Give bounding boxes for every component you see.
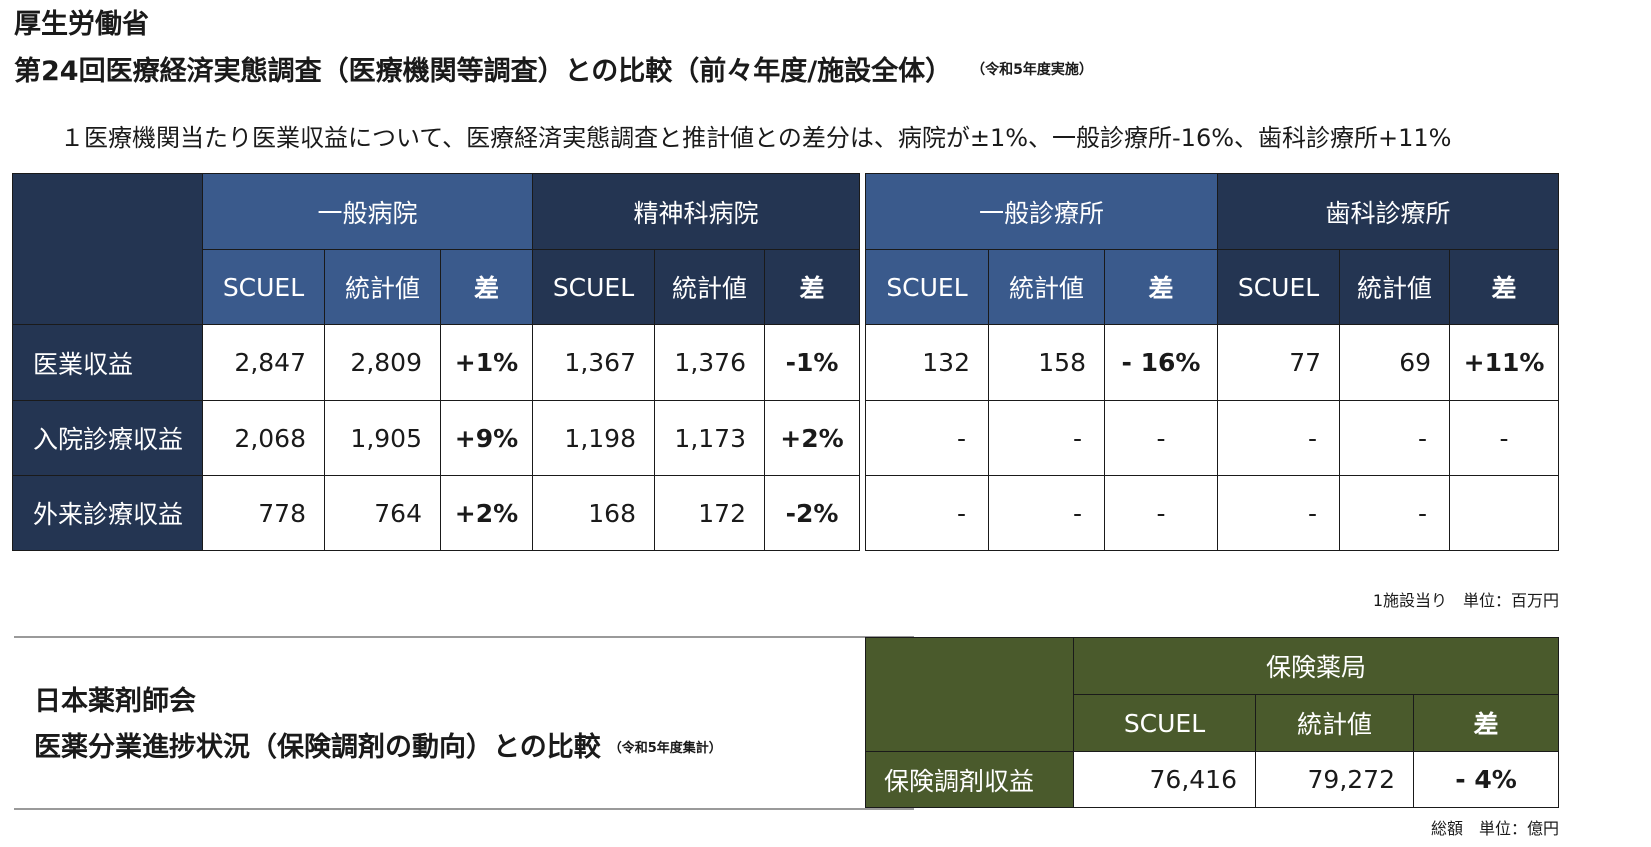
table-row: 外来診療収益 778 764 +2% 168 172 -2% [12,475,861,551]
cell-value: 168 [532,475,655,551]
subheader-scuel: SCUEL [1217,249,1341,325]
cell-diff: -1% [763,324,861,401]
cell-value: 158 [988,324,1105,401]
cell-diff: - [1103,400,1219,476]
cell-value: 2,847 [202,324,325,401]
cell-diff: +9% [440,400,533,476]
subheader-scuel: SCUEL [865,249,989,325]
cell-diff: -2% [763,475,861,551]
subheader-diff: 差 [1449,249,1560,325]
group-header-general-clinic: 一般診療所 [864,173,1219,250]
row-label: 外来診療収益 [12,475,203,551]
cell-diff: +1% [440,324,533,401]
row-label: 入院診療収益 [12,400,203,476]
cell-value: 172 [654,475,765,551]
cell-diff: +11% [1449,324,1560,401]
page-title-text: 第24回医療経済実態調査（医療機関等調査）との比較（前々年度/施設全体） [14,56,953,87]
pharmacy-comparison-table: 保険薬局 SCUEL 統計値 差 保険調剤収益 76,416 79,272 - … [865,637,1559,808]
divider-bottom [14,808,914,810]
hospital-comparison-table: 一般病院 精神科病院 SCUEL 統計値 差 SCUEL 統計値 差 医業収益 … [12,173,861,551]
unit-note-total: 総額 単位：億円 [1430,819,1559,838]
cell-value: 2,068 [202,400,325,476]
table-row: 医業収益 2,847 2,809 +1% 1,367 1,376 -1% [12,324,861,401]
cell-value: 132 [865,324,989,401]
cell-value: - [1217,400,1341,476]
table-row: 保険調剤収益 76,416 79,272 - 4% [865,751,1559,808]
ministry-label: 厚生労働省 [14,9,149,40]
group-header-pharmacy: 保険薬局 [1073,637,1559,695]
table-row: 入院診療収益 2,068 1,905 +9% 1,198 1,173 +2% [12,400,861,476]
cell-value: - [865,400,989,476]
subheader-diff: 差 [1413,694,1559,752]
corner-cell [12,173,203,325]
page-title: 第24回医療経済実態調査（医療機関等調査）との比較（前々年度/施設全体） （令和5… [14,54,1093,91]
subheader-diff: 差 [1103,249,1219,325]
survey-year-note: （令和5年度実施） [978,61,1093,78]
summary-text: １医療機関当たり医業収益について、医療経済実態調査と推計値との差分は、病院が±1… [60,124,1452,152]
cell-value: - [988,400,1105,476]
cell-diff [1449,475,1560,551]
group-header-general-hospital: 一般病院 [202,173,533,250]
cell-value: - [988,475,1105,551]
group-header-psychiatric-hospital: 精神科病院 [531,173,861,250]
cell-diff: - [1449,400,1560,476]
cell-diff: - 16% [1103,324,1219,401]
subheader-stat: 統計値 [1255,694,1414,752]
cell-value: 778 [202,475,325,551]
table-row: - - - - - [865,475,1560,551]
subheader-scuel: SCUEL [202,249,325,325]
section2-year-note: （令和5年度集計） [608,741,722,756]
group-header-dental-clinic: 歯科診療所 [1217,173,1560,250]
subheader-scuel: SCUEL [532,249,655,325]
cell-value: 1,376 [654,324,765,401]
unit-note-facility: 1施設当り 単位：百万円 [1372,591,1559,610]
subheader-stat: 統計値 [324,249,441,325]
cell-diff: +2% [763,400,861,476]
divider-top [14,636,914,638]
cell-value: - [1339,400,1451,476]
cell-value: 1,198 [532,400,655,476]
cell-value: 764 [324,475,441,551]
subheader-stat: 統計値 [654,249,765,325]
cell-diff: +2% [440,475,533,551]
table-row: - - - - - - [865,400,1560,476]
cell-value: - [1339,475,1451,551]
cell-value: 77 [1217,324,1341,401]
cell-diff: - 4% [1413,751,1559,808]
cell-value: 1,173 [654,400,765,476]
pharmacist-association-label: 日本薬剤師会 [34,686,196,717]
cell-value: - [1217,475,1341,551]
subheader-stat: 統計値 [1339,249,1451,325]
cell-value: 1,367 [532,324,655,401]
cell-value: - [865,475,989,551]
row-label: 医業収益 [12,324,203,401]
subheader-stat: 統計値 [988,249,1105,325]
clinic-comparison-table: 一般診療所 歯科診療所 SCUEL 統計値 差 SCUEL 統計値 差 132 … [864,173,1560,551]
cell-value: 1,905 [324,400,441,476]
corner-cell [865,637,1074,752]
cell-diff: - [1103,475,1219,551]
subheader-diff: 差 [763,249,861,325]
table-row: 132 158 - 16% 77 69 +11% [865,324,1560,401]
section2-title-text: 医薬分業進捗状況（保険調剤の動向）との比較 [34,732,601,763]
cell-value: 76,416 [1073,751,1256,808]
subheader-scuel: SCUEL [1073,694,1256,752]
section2-title: 医薬分業進捗状況（保険調剤の動向）との比較 （令和5年度集計） [34,730,722,771]
row-label: 保険調剤収益 [865,751,1074,808]
cell-value: 69 [1339,324,1451,401]
cell-value: 79,272 [1255,751,1414,808]
cell-value: 2,809 [324,324,441,401]
subheader-diff: 差 [440,249,533,325]
